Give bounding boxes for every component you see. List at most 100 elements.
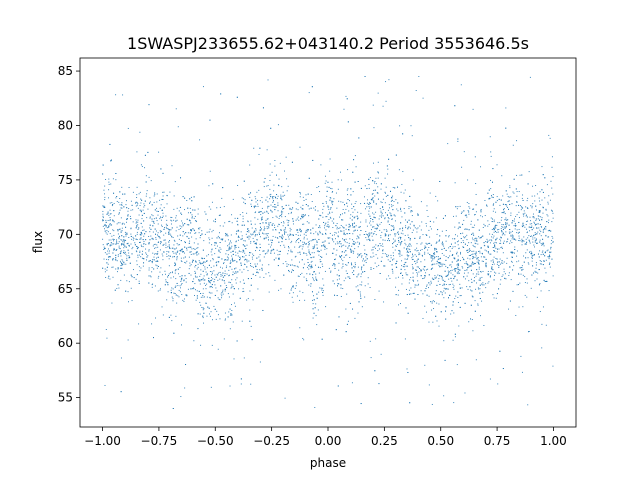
- data-point: [177, 244, 179, 246]
- data-point: [184, 298, 185, 300]
- data-point: [238, 246, 240, 248]
- data-point: [141, 214, 143, 216]
- data-point: [534, 271, 536, 273]
- data-point: [263, 233, 265, 235]
- data-point: [494, 245, 496, 247]
- data-point: [294, 265, 296, 267]
- data-point: [255, 243, 257, 245]
- data-point: [313, 207, 315, 209]
- data-point: [535, 264, 537, 266]
- data-point: [338, 316, 340, 318]
- data-point: [364, 253, 366, 255]
- data-point: [232, 254, 234, 256]
- data-point: [255, 242, 257, 244]
- data-point: [180, 287, 182, 289]
- data-point: [137, 247, 139, 249]
- data-point: [328, 226, 330, 228]
- data-point: [280, 214, 282, 216]
- data-point: [208, 185, 210, 187]
- data-point: [340, 246, 342, 248]
- data-point: [153, 222, 155, 224]
- data-point: [369, 220, 371, 222]
- data-point: [223, 338, 225, 340]
- data-point: [489, 253, 491, 255]
- data-point: [249, 309, 251, 311]
- data-point: [268, 226, 270, 228]
- data-point: [105, 178, 107, 180]
- data-point: [370, 217, 372, 219]
- data-point: [216, 245, 218, 247]
- data-point: [478, 273, 480, 275]
- data-point: [118, 238, 120, 240]
- data-point: [285, 261, 287, 263]
- data-point: [543, 228, 545, 230]
- data-point: [209, 271, 211, 273]
- data-point: [387, 220, 389, 222]
- data-point: [115, 243, 117, 245]
- data-point: [387, 209, 389, 211]
- data-point: [300, 274, 302, 276]
- data-point: [531, 274, 533, 276]
- data-point: [521, 238, 523, 240]
- data-point: [136, 197, 138, 198]
- data-point: [267, 239, 269, 241]
- data-point: [218, 261, 220, 263]
- data-point: [430, 255, 432, 257]
- data-point: [171, 220, 173, 222]
- data-point: [347, 233, 349, 235]
- data-point: [224, 312, 226, 314]
- data-point: [193, 196, 195, 198]
- data-point: [439, 258, 441, 260]
- data-point: [230, 260, 231, 262]
- data-point: [384, 265, 386, 267]
- data-point: [104, 185, 106, 187]
- data-point: [330, 217, 332, 219]
- data-point: [437, 280, 439, 282]
- data-point: [269, 194, 271, 196]
- data-point: [130, 200, 132, 202]
- data-point: [429, 220, 431, 222]
- data-point: [176, 219, 178, 221]
- data-point: [391, 269, 393, 271]
- data-point: [307, 258, 309, 260]
- data-point: [184, 387, 186, 389]
- data-point: [273, 259, 275, 261]
- data-point: [521, 197, 523, 199]
- data-point: [441, 276, 443, 278]
- data-point: [348, 276, 350, 278]
- data-point: [460, 242, 462, 244]
- data-point: [472, 244, 474, 246]
- data-point: [280, 222, 282, 224]
- data-point: [222, 276, 224, 278]
- data-point: [452, 301, 454, 303]
- data-point: [189, 251, 191, 253]
- data-point: [359, 234, 361, 236]
- data-point: [442, 243, 444, 245]
- data-point: [472, 108, 474, 110]
- data-point: [501, 217, 503, 219]
- data-point: [169, 247, 171, 249]
- data-point: [308, 284, 310, 286]
- data-point: [506, 219, 508, 221]
- data-point: [531, 258, 533, 259]
- data-point: [448, 273, 450, 275]
- data-point: [332, 252, 334, 254]
- data-point: [440, 263, 442, 265]
- data-point: [425, 222, 427, 224]
- data-point: [140, 234, 142, 236]
- data-point: [458, 247, 460, 249]
- data-point: [186, 260, 188, 262]
- data-point: [366, 239, 368, 241]
- data-point: [359, 253, 361, 255]
- data-point: [192, 259, 194, 261]
- data-point: [501, 175, 503, 177]
- data-point: [208, 237, 210, 239]
- data-point: [481, 276, 483, 278]
- data-point: [374, 217, 376, 219]
- data-point: [372, 233, 374, 235]
- data-point: [399, 244, 401, 246]
- data-point: [193, 288, 195, 290]
- data-point: [359, 284, 361, 286]
- data-point: [125, 290, 127, 292]
- data-point: [534, 246, 535, 248]
